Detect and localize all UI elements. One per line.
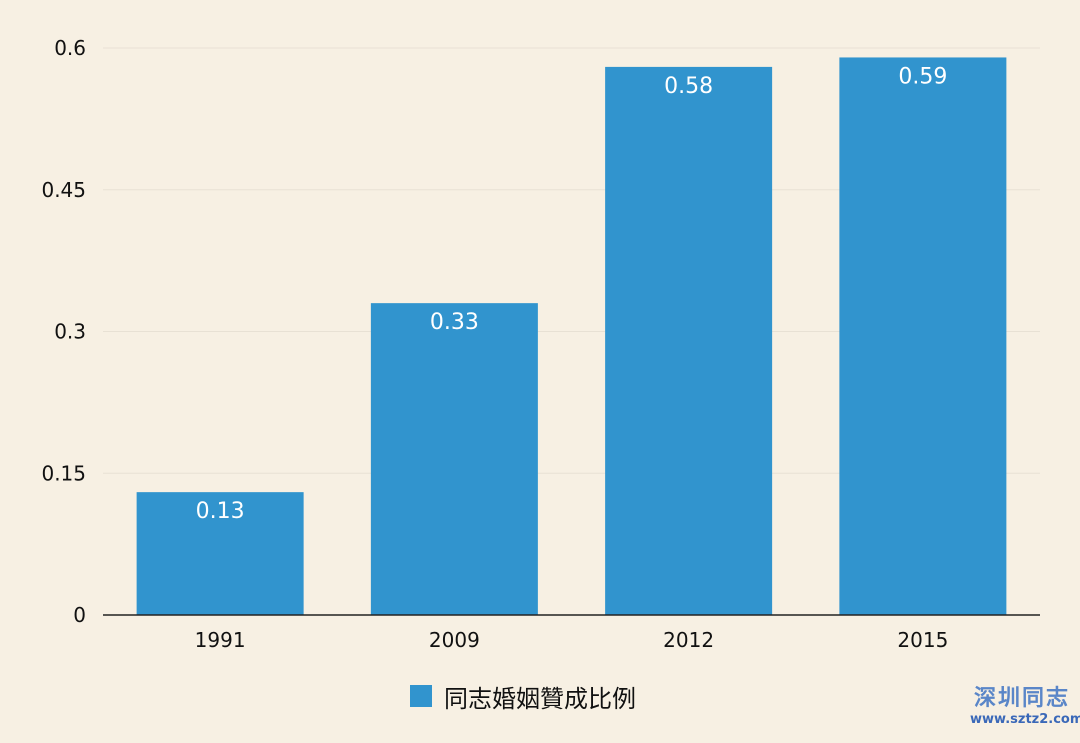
data-label: 0.58 xyxy=(664,74,713,99)
bar-1991 xyxy=(136,492,304,615)
y-tick-label: 0.15 xyxy=(41,461,86,485)
data-label: 0.13 xyxy=(196,499,245,524)
x-tick-label: 2015 xyxy=(897,628,948,652)
bar-2012 xyxy=(605,66,773,615)
y-tick-label: 0.45 xyxy=(41,178,86,202)
watermark-logo: 深圳同志 www.sztz2.com xyxy=(970,686,1080,728)
x-tick-label: 2012 xyxy=(663,628,714,652)
y-tick-label: 0.6 xyxy=(54,36,86,60)
legend-swatch xyxy=(410,685,432,707)
y-tick-label: 0.3 xyxy=(54,320,86,344)
x-tick-label: 2009 xyxy=(429,628,480,652)
data-label: 0.33 xyxy=(430,310,479,335)
bar-2015 xyxy=(839,57,1007,615)
x-tick-label: 1991 xyxy=(195,628,246,652)
bar-2009 xyxy=(370,303,538,615)
y-tick-label: 0 xyxy=(73,603,86,627)
legend-label: 同志婚姻贊成比例 xyxy=(444,684,636,713)
data-label: 0.59 xyxy=(898,64,947,89)
watermark-text: 深圳同志 xyxy=(973,686,1070,711)
watermark-url: www.sztz2.com xyxy=(970,712,1080,727)
legend: 同志婚姻贊成比例 xyxy=(410,678,636,714)
